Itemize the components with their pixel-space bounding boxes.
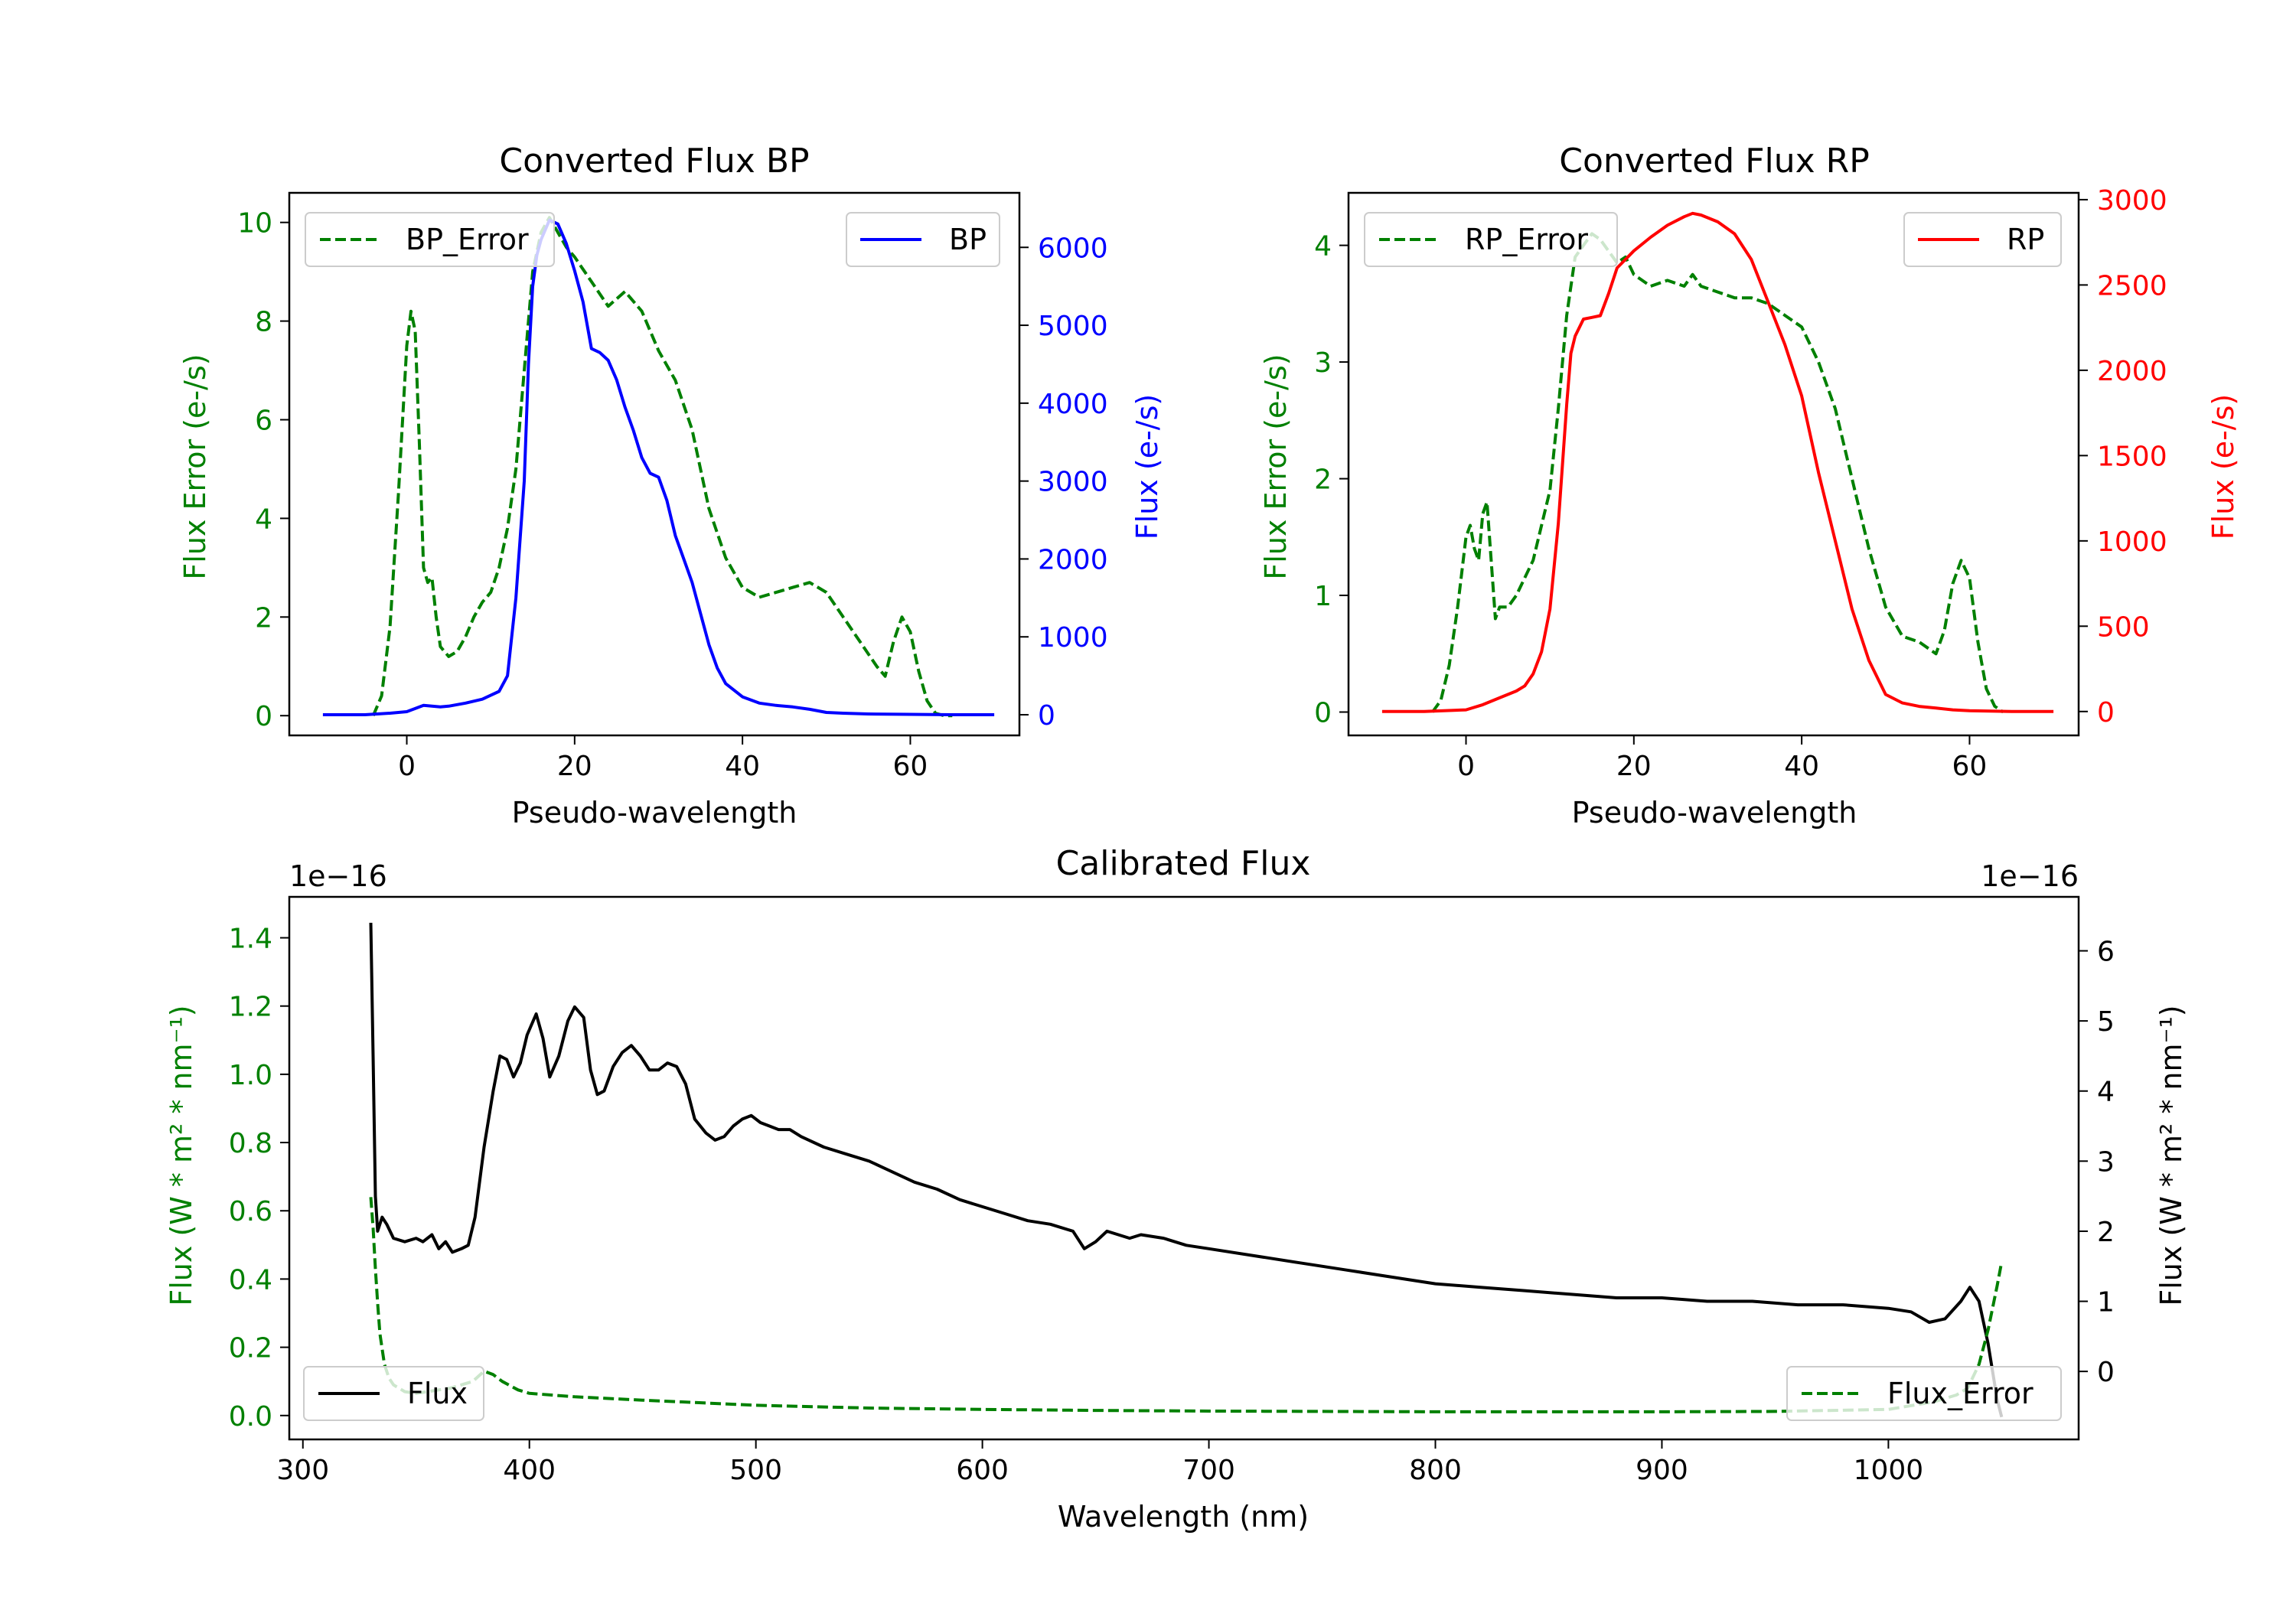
bp-ytick-left-label: 0	[255, 701, 272, 732]
bp-ylabel-right: Flux (e-/s)	[1130, 394, 1164, 539]
bp-ytick-right-label: 0	[1038, 700, 1055, 732]
cal-xtick-label: 400	[503, 1455, 556, 1486]
bp-frame	[288, 191, 1021, 737]
bp-ytick-left-label: 10	[237, 208, 272, 240]
bp-ytick-left-label: 6	[255, 405, 272, 436]
rp-series-rp-error	[1431, 232, 2004, 714]
bp-ylabel-left: Flux Error (e-/s)	[178, 354, 212, 579]
bp-series-bp-error	[371, 216, 953, 718]
cal-xtick-label: 300	[276, 1455, 329, 1486]
bp-ytick-right-label: 3000	[1038, 467, 1108, 498]
rp-panel: Converted Flux RP Pseudo-wavelength Flux…	[1259, 142, 2240, 830]
cal-xlabel: Wavelength (nm)	[1058, 1500, 1309, 1534]
bp-ytick-left-label: 8	[255, 307, 272, 338]
bp-xtick-label: 40	[725, 751, 760, 782]
rp-legend-right: RP	[1903, 212, 2062, 267]
cal-ytick-right-label: 0	[2097, 1357, 2115, 1388]
cal-ytick-right-label: 5	[2097, 1006, 2115, 1038]
bp-ytick-right-label: 4000	[1038, 389, 1108, 420]
bp-xtick-label: 20	[557, 751, 592, 782]
cal-offset-right: 1e−16	[1981, 859, 2079, 893]
cal-ytick-right-label: 6	[2097, 937, 2115, 968]
cal-ylabel-left: Flux (W * m² * nm⁻¹)	[165, 1005, 198, 1305]
rp-ytick-left-label: 1	[1314, 581, 1332, 612]
rp-xtick-label: 40	[1784, 751, 1819, 782]
cal-ylabel-right: Flux (W * m² * nm⁻¹)	[2154, 1005, 2188, 1305]
rp-error-legend-label: RP_Error	[1465, 223, 1588, 256]
bp-legend-left: BP_Error	[305, 212, 555, 267]
bp-xlabel: Pseudo-wavelength	[512, 796, 797, 830]
cal-ytick-left-label: 0.2	[229, 1333, 272, 1364]
cal-xtick-label: 1000	[1854, 1455, 1924, 1486]
bp-ytick-right-label: 1000	[1038, 622, 1108, 654]
rp-legend-left: RP_Error	[1364, 212, 1618, 267]
bp-ytick-left-label: 4	[255, 504, 272, 535]
cal-xtick-label: 600	[956, 1455, 1009, 1486]
cal-series-flux-error	[369, 1197, 2004, 1413]
cal-offset-left: 1e−16	[289, 859, 387, 893]
rp-legend-label: RP	[2007, 223, 2044, 256]
rp-xtick-label: 20	[1616, 751, 1652, 782]
rp-ytick-right-label: 3000	[2097, 185, 2167, 217]
cal-xtick-label: 800	[1409, 1455, 1462, 1486]
cal-title: Calibrated Flux	[1056, 844, 1311, 883]
rp-ylabel-left: Flux Error (e-/s)	[1259, 354, 1293, 579]
bp-xtick-label: 0	[398, 751, 416, 782]
cal-ytick-left-label: 0.0	[229, 1401, 272, 1433]
rp-xlabel: Pseudo-wavelength	[1572, 796, 1857, 830]
bp-ytick-right-label: 5000	[1038, 311, 1108, 342]
flux-legend-label: Flux	[407, 1377, 468, 1410]
cal-ytick-right-label: 1	[2097, 1287, 2115, 1319]
bp-plot-area: 0 20 40 60 0 2 4 6 8 10 0 1000 2000 3000 4000 5000 6000	[237, 191, 1108, 782]
cal-ytick-left-label: 1.2	[229, 992, 272, 1023]
cal-frame	[288, 895, 2080, 1441]
cal-ytick-right-label: 3	[2097, 1146, 2115, 1178]
rp-ytick-right-label: 1500	[2097, 441, 2167, 472]
rp-ytick-right-label: 2500	[2097, 270, 2167, 302]
cal-ytick-left-label: 0.4	[229, 1264, 272, 1296]
rp-frame	[1347, 191, 2080, 737]
cal-legend-left: Flux	[303, 1366, 484, 1421]
cal-series-flux	[369, 922, 2004, 1418]
bp-legend-label: BP	[949, 223, 987, 256]
rp-series-rp	[1381, 211, 2054, 713]
rp-ytick-left-label: 3	[1314, 347, 1332, 379]
bp-ytick-right-label: 2000	[1038, 544, 1108, 575]
rp-xtick-label: 60	[1952, 751, 1988, 782]
flux-error-legend-label: Flux_Error	[1887, 1377, 2033, 1410]
rp-ylabel-right: Flux (e-/s)	[2206, 394, 2240, 539]
cal-ytick-left-label: 0.8	[229, 1128, 272, 1159]
rp-ytick-left-label: 2	[1314, 464, 1332, 496]
cal-ytick-left-label: 1.4	[229, 924, 272, 955]
bp-panel: Converted Flux BP Pseudo-wavelength Flux…	[178, 142, 1164, 830]
rp-ytick-left-label: 4	[1314, 231, 1332, 262]
cal-ytick-left-label: 1.0	[229, 1060, 272, 1091]
rp-ytick-right-label: 0	[2097, 697, 2115, 729]
rp-title: Converted Flux RP	[1559, 142, 1870, 181]
bp-ytick-left-label: 2	[255, 602, 272, 634]
cal-xtick-label: 700	[1182, 1455, 1235, 1486]
cal-ytick-right-label: 2	[2097, 1217, 2115, 1248]
bp-legend-right: BP	[846, 212, 1000, 267]
bp-series-bp	[322, 218, 995, 716]
cal-xtick-label: 500	[729, 1455, 782, 1486]
bp-error-legend-label: BP_Error	[406, 223, 529, 256]
rp-xtick-label: 0	[1457, 751, 1475, 782]
rp-ytick-left-label: 0	[1314, 698, 1332, 729]
calibrated-panel: Calibrated Flux Wavelength (nm) 1e−16 1e…	[165, 844, 2188, 1534]
cal-xtick-label: 900	[1636, 1455, 1688, 1486]
rp-ytick-right-label: 1000	[2097, 526, 2167, 558]
cal-ytick-left-label: 0.6	[229, 1196, 272, 1227]
bp-title: Converted Flux BP	[499, 142, 809, 181]
rp-ytick-right-label: 500	[2097, 611, 2150, 643]
bp-xtick-label: 60	[893, 751, 928, 782]
cal-ytick-right-label: 4	[2097, 1077, 2115, 1108]
rp-ytick-right-label: 2000	[2097, 356, 2167, 387]
bp-ytick-right-label: 6000	[1038, 233, 1108, 264]
cal-legend-right: Flux_Error	[1786, 1366, 2062, 1421]
